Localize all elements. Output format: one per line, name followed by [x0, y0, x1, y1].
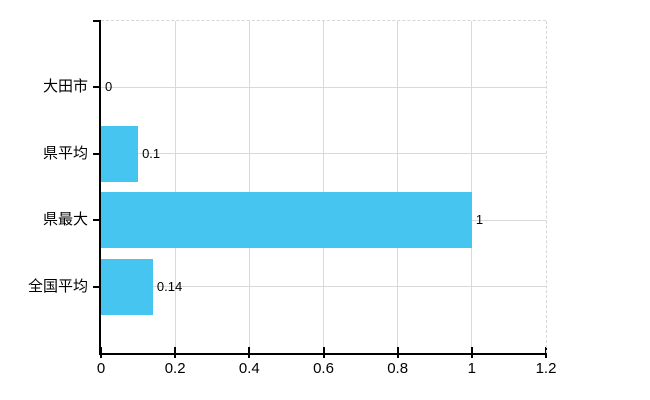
x-tick-label: 0 [96, 360, 106, 377]
x-tick-label: 0.4 [238, 360, 260, 377]
x-axis-tick [322, 347, 325, 358]
horizontal-gridline [101, 153, 546, 155]
value-label: 0.1 [142, 145, 161, 161]
x-axis-line [99, 353, 546, 355]
x-tick-label: 0.2 [164, 360, 186, 377]
x-tick-label: 0.8 [387, 360, 409, 377]
data-bar [101, 192, 472, 249]
x-axis-tick [174, 347, 177, 358]
value-label: 0 [105, 79, 113, 95]
vertical-gridline [174, 21, 176, 353]
vertical-gridline [323, 21, 324, 353]
plot-top-border [101, 20, 546, 21]
vertical-gridline [397, 21, 399, 353]
data-bar [101, 258, 153, 315]
horizontal-gridline [101, 286, 546, 288]
x-axis-tick [470, 347, 473, 358]
category-label: 全国平均 [27, 277, 88, 295]
vertical-gridline [248, 21, 250, 353]
y-axis-line [99, 21, 101, 355]
vertical-gridline [471, 21, 473, 353]
x-axis-tick [248, 347, 251, 358]
y-axis-tick [93, 219, 101, 222]
x-tick-label: 1 [467, 360, 476, 377]
y-axis-tick [93, 152, 101, 155]
x-axis-tick [100, 347, 102, 358]
y-axis-top-tick [93, 20, 101, 22]
category-label: 県平均 [42, 144, 88, 162]
y-axis-tick [93, 86, 101, 89]
horizontal-gridline [101, 86, 546, 88]
value-label: 0.14 [156, 278, 183, 294]
plot-right-border [546, 21, 547, 353]
category-label: 大田市 [42, 78, 88, 96]
x-tick-label: 1.2 [535, 360, 557, 377]
x-tick-label: 0.6 [313, 360, 334, 377]
data-bar [101, 125, 139, 182]
value-label: 1 [475, 212, 484, 228]
category-label: 県最大 [42, 211, 88, 229]
x-axis-tick [396, 347, 399, 358]
y-axis-tick [93, 285, 101, 288]
